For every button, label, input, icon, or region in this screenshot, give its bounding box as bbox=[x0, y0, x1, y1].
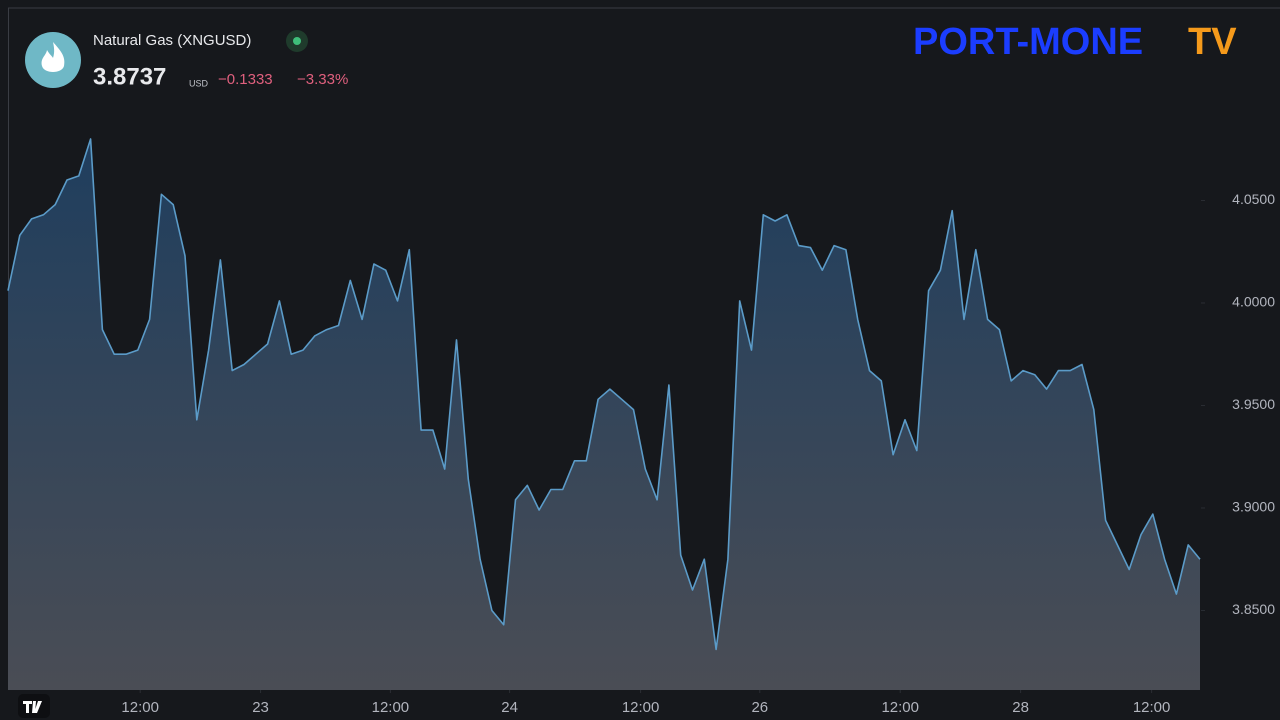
logo-brand: PORT-MONE bbox=[913, 21, 1143, 63]
tv-mark bbox=[23, 701, 42, 713]
x-tick-label: 12:00 bbox=[372, 699, 410, 716]
y-tick-label: 3.8500 bbox=[1232, 601, 1275, 617]
x-tick-label: 28 bbox=[1012, 699, 1029, 716]
price-line bbox=[7, 138, 1201, 651]
status-dot bbox=[293, 37, 301, 45]
logo-suffix: TV bbox=[1188, 21, 1237, 63]
y-tick-label: 3.9000 bbox=[1232, 499, 1275, 515]
plot: 3.8500 3.9000 3.9500 4.0000 4.0500 12:00 23 12:… bbox=[7, 138, 1275, 716]
x-tick-label: 12:00 bbox=[121, 699, 159, 716]
price: 3.8737 bbox=[93, 63, 166, 90]
price-change: −0.1333 bbox=[218, 71, 273, 88]
symbol-title: Natural Gas (XNGUSD) bbox=[93, 32, 251, 49]
x-tick-label: 12:00 bbox=[1133, 699, 1171, 716]
x-tick-label: 24 bbox=[501, 699, 518, 716]
y-tick-label: 3.9500 bbox=[1232, 396, 1275, 412]
x-tick-label: 26 bbox=[751, 699, 768, 716]
currency: USD bbox=[189, 78, 209, 88]
x-tick-label: 23 bbox=[252, 699, 269, 716]
y-tick-label: 4.0000 bbox=[1232, 294, 1275, 310]
price-change-percent: −3.33% bbox=[297, 71, 348, 88]
x-tick-label: 12:00 bbox=[881, 699, 919, 716]
y-tick-label: 4.0500 bbox=[1232, 191, 1275, 207]
x-tick-label: 12:00 bbox=[622, 699, 660, 716]
flame-icon bbox=[41, 42, 65, 72]
area-fill bbox=[8, 139, 1200, 690]
